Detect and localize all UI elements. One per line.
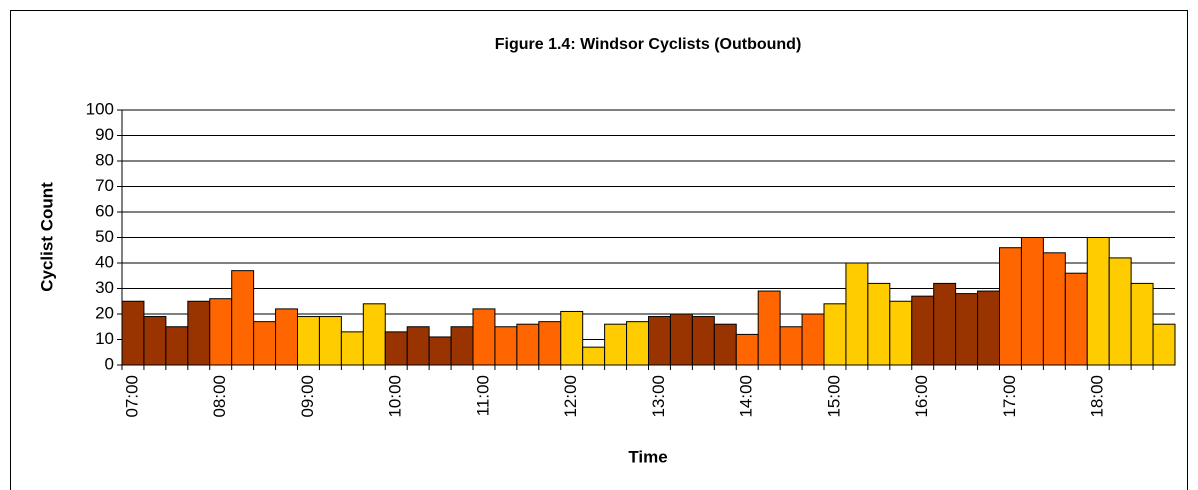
bar xyxy=(604,323,628,366)
y-tick-label: 30 xyxy=(95,278,114,297)
x-tick-label: 12:00 xyxy=(561,375,580,418)
bar xyxy=(538,321,562,366)
y-tick-label: 10 xyxy=(95,329,114,348)
bar xyxy=(340,331,364,366)
bar xyxy=(362,303,386,366)
bar xyxy=(845,262,869,366)
bar xyxy=(867,282,891,366)
bar xyxy=(977,290,1000,366)
x-tick-label: 09:00 xyxy=(298,375,317,418)
x-tick-label: 17:00 xyxy=(1000,375,1019,418)
bar xyxy=(955,293,979,366)
bar xyxy=(1086,237,1110,366)
bar xyxy=(1130,282,1154,366)
bar xyxy=(1108,257,1132,366)
y-tick-label: 90 xyxy=(95,125,114,144)
x-axis-label: Time xyxy=(628,447,667,466)
y-tick-label: 0 xyxy=(105,354,114,373)
y-tick-label: 40 xyxy=(95,252,114,271)
y-tick-label: 20 xyxy=(95,303,114,322)
y-tick-label: 80 xyxy=(95,150,114,169)
bar xyxy=(209,298,233,366)
bar xyxy=(318,316,342,366)
bar xyxy=(713,323,737,366)
bar xyxy=(648,316,671,366)
bar xyxy=(626,321,649,366)
x-tick-label: 11:00 xyxy=(473,375,492,416)
y-axis-label: Cyclist Count xyxy=(37,182,56,292)
chart-frame xyxy=(10,10,1188,490)
bar xyxy=(231,270,255,366)
bar xyxy=(999,247,1022,366)
bar xyxy=(406,326,430,366)
bar xyxy=(757,290,781,366)
chart-title: Figure 1.4: Windsor Cyclists (Outbound) xyxy=(495,36,802,53)
bar xyxy=(669,313,693,366)
x-tick-label: 08:00 xyxy=(210,375,229,418)
x-tick-label: 14:00 xyxy=(737,375,756,418)
bar xyxy=(297,316,320,366)
bar xyxy=(1152,323,1176,366)
bar xyxy=(560,310,584,366)
bar xyxy=(1042,252,1066,366)
y-tick-label: 100 xyxy=(86,99,114,118)
bar xyxy=(516,323,540,366)
y-tick-label: 60 xyxy=(95,201,114,220)
x-tick-label: 18:00 xyxy=(1088,375,1107,418)
x-tick-label: 16:00 xyxy=(912,375,931,418)
bar xyxy=(801,313,825,366)
x-tick-label: 07:00 xyxy=(122,375,141,418)
bar xyxy=(823,303,847,366)
y-tick-label: 70 xyxy=(95,176,114,195)
bar xyxy=(1020,237,1044,366)
bar xyxy=(889,300,913,366)
bar xyxy=(472,308,496,366)
x-tick-label: 15:00 xyxy=(824,375,843,418)
y-tick-label: 50 xyxy=(95,227,114,246)
bar xyxy=(582,346,606,366)
bar xyxy=(143,316,167,366)
bar xyxy=(384,331,408,366)
bar xyxy=(494,326,518,366)
bar xyxy=(1064,272,1088,366)
bar xyxy=(933,282,957,366)
bar xyxy=(253,321,277,366)
bar xyxy=(275,308,298,366)
x-tick-label: 13:00 xyxy=(649,375,668,418)
bar xyxy=(428,336,452,366)
bar xyxy=(121,300,145,366)
bar xyxy=(911,295,935,366)
bar xyxy=(779,326,803,366)
bar xyxy=(735,333,759,366)
x-tick-label: 10:00 xyxy=(386,375,405,418)
bar xyxy=(165,326,189,366)
bar xyxy=(187,300,211,366)
bar xyxy=(691,316,715,366)
bar xyxy=(450,326,474,366)
